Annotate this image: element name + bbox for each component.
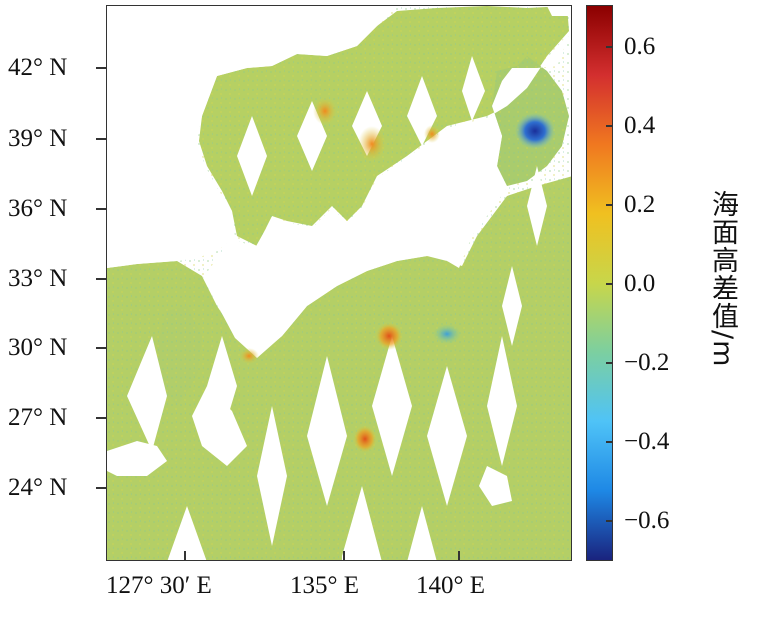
colorbar-tick xyxy=(606,204,613,206)
y-tick xyxy=(96,138,106,140)
y-axis-label-lat: 42° N xyxy=(8,54,68,81)
y-tick xyxy=(96,208,106,210)
x-axis-label-lon: 140° E xyxy=(416,572,486,599)
colorbar-tick-label: 0.2 xyxy=(624,191,656,218)
x-tick xyxy=(343,551,345,561)
colorbar-tick xyxy=(606,441,613,443)
colorbar-tick xyxy=(606,283,613,285)
y-tick xyxy=(96,417,106,419)
x-tick xyxy=(458,551,460,561)
land-north-korea-china xyxy=(107,6,397,268)
y-tick xyxy=(96,67,106,69)
y-axis-label-lat: 24° N xyxy=(8,474,68,501)
colorbar-tick-label: 0.6 xyxy=(624,33,656,60)
colorbar-tick xyxy=(606,362,613,364)
anomaly-hotspots xyxy=(239,97,555,453)
colorbar-tick-label: −0.2 xyxy=(624,349,670,376)
y-tick xyxy=(96,278,106,280)
land-honshu xyxy=(203,19,571,358)
y-tick xyxy=(96,487,106,489)
colorbar-tick xyxy=(606,46,613,48)
colorbar-tick-label: 0.4 xyxy=(624,112,656,139)
y-axis-label-lat: 33° N xyxy=(8,265,68,292)
y-axis-label-lat: 36° N xyxy=(8,195,68,222)
y-axis-label-lat: 30° N xyxy=(8,334,68,361)
colorbar-tick xyxy=(606,520,613,522)
colorbar-tick-label: −0.6 xyxy=(624,507,670,534)
land-mask xyxy=(107,6,571,506)
colorbar-title: 海面高差值/m xyxy=(707,190,738,368)
land-kyushu-south xyxy=(107,441,167,476)
sea-surface-height-map xyxy=(107,6,571,560)
x-tick xyxy=(184,551,186,561)
colorbar-tick-label: −0.4 xyxy=(624,428,670,455)
land-tiny-isle xyxy=(117,201,129,228)
map-plot-area xyxy=(106,5,572,561)
y-tick xyxy=(96,347,106,349)
y-axis-label-lat: 27° N xyxy=(8,404,68,431)
land-shikoku xyxy=(192,386,247,466)
land-izu-east xyxy=(479,466,512,506)
x-axis-label-lon: 127° 30′ E xyxy=(106,572,212,599)
y-axis-label-lat: 39° N xyxy=(8,125,68,152)
x-axis-label-lon: 135° E xyxy=(290,572,360,599)
colorbar-tick-label: 0.0 xyxy=(624,270,656,297)
land-right-peninsula xyxy=(547,6,571,16)
colorbar-tick xyxy=(606,125,613,127)
